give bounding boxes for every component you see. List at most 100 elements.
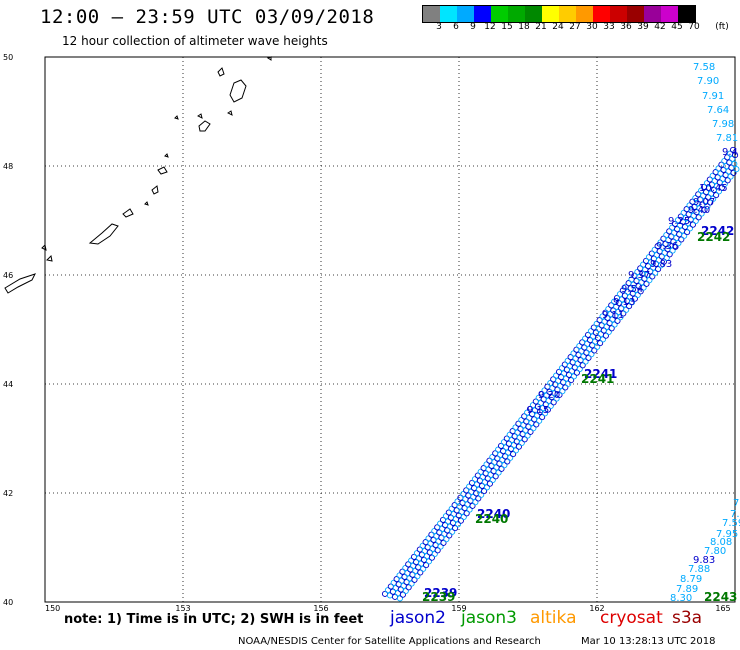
swh-marker — [518, 439, 525, 447]
swh-marker — [568, 377, 575, 384]
legend-label: 21 — [535, 22, 547, 32]
track-number-label: 2239 — [422, 590, 455, 604]
legend-swatch — [610, 6, 627, 22]
legend-swatch — [525, 6, 542, 22]
swh-value-label: 7.81 — [716, 133, 738, 144]
swh-value-label: 9.20 — [538, 390, 560, 401]
swh-marker — [547, 402, 554, 410]
swh-value-label: 7.98 — [712, 119, 734, 130]
legend-label: 33 — [603, 22, 615, 32]
swh-marker — [449, 528, 456, 535]
island-outline — [198, 120, 211, 132]
swh-marker — [478, 491, 485, 498]
swh-marker — [556, 391, 563, 398]
swh-marker — [533, 421, 540, 428]
swh-marker — [730, 169, 737, 176]
swh-value-label: 9.36 — [656, 241, 678, 252]
swh-marker — [454, 521, 462, 528]
swh-marker — [544, 406, 551, 413]
swh-marker — [729, 155, 736, 162]
swh-value-label: 7.91 — [702, 91, 724, 102]
legend-label: 36 — [620, 22, 632, 32]
swh-value-label: 9.40 — [688, 205, 710, 216]
swh-value-label: 9.4 — [722, 147, 738, 158]
swh-marker — [637, 288, 644, 295]
swh-marker — [423, 562, 430, 569]
swh-marker — [579, 362, 586, 369]
legend-label: 18 — [518, 22, 530, 32]
swh-marker — [655, 266, 662, 273]
swh-marker — [515, 443, 522, 450]
swh-marker — [585, 354, 592, 361]
swh-value-label: 7.88 — [688, 564, 710, 575]
swh-marker — [483, 484, 491, 491]
lon-tick-label: 156 — [313, 604, 328, 613]
island-outline — [229, 79, 247, 103]
mission-label-altika: altika — [530, 608, 577, 628]
swh-marker — [460, 513, 467, 521]
swh-marker — [707, 199, 714, 206]
swh-marker — [718, 184, 725, 191]
swh-marker — [715, 188, 723, 195]
swh-value-label: 9.15 — [527, 405, 549, 416]
swh-marker — [570, 373, 578, 380]
footer-credit: NOAA/NESDIS Center for Satellite Applica… — [238, 636, 541, 647]
swh-marker — [649, 273, 656, 280]
swh-marker — [431, 550, 438, 558]
swh-marker — [405, 584, 412, 591]
page-subtitle: 12 hour collection of altimeter wave hei… — [62, 34, 328, 48]
swh-marker — [623, 306, 630, 313]
legend-label: 12 — [484, 22, 496, 32]
swh-marker — [721, 180, 728, 188]
swh-value-label: 7.89 — [676, 584, 698, 595]
swh-marker — [481, 488, 488, 495]
swh-marker — [626, 303, 633, 310]
track-number-label: 2243 — [704, 590, 737, 604]
legend-label: 45 — [671, 22, 683, 32]
swh-marker — [597, 340, 604, 347]
island-outline — [197, 113, 203, 119]
swh-marker — [504, 458, 511, 465]
legend-label: 27 — [569, 22, 581, 32]
swh-marker — [657, 262, 665, 269]
legend-swatch — [542, 6, 559, 22]
swh-value-label: 8.79 — [680, 574, 702, 585]
swh-value-label: 9.11 — [602, 310, 624, 321]
island-outline — [41, 243, 47, 251]
legend-swatch — [559, 6, 576, 22]
swh-marker — [399, 591, 406, 598]
swh-marker — [672, 243, 679, 250]
lat-tick-label: 46 — [3, 271, 13, 280]
swh-marker — [562, 384, 569, 391]
swh-marker — [669, 247, 676, 254]
lon-tick-label: 153 — [175, 604, 190, 613]
legend-label: 3 — [436, 22, 442, 32]
swh-marker — [530, 425, 537, 432]
swh-value-label: 9.37 — [628, 270, 650, 281]
legend-label: 70 — [688, 22, 700, 32]
swh-marker — [582, 358, 589, 365]
swh-value-label: 7. — [730, 509, 740, 520]
island-outline — [227, 110, 233, 116]
map-frame — [44, 56, 736, 603]
swh-marker — [710, 195, 717, 202]
legend-label: 30 — [586, 22, 598, 32]
swh-marker — [411, 576, 418, 583]
swh-marker — [698, 210, 705, 217]
swh-value-label: 9.54 — [621, 284, 643, 295]
swh-marker — [521, 436, 528, 443]
island-outline — [144, 201, 149, 206]
island-outline — [164, 153, 169, 158]
swh-marker — [588, 351, 595, 358]
swh-marker — [620, 310, 627, 317]
lon-tick-label: 150 — [45, 604, 60, 613]
legend-label: 6 — [453, 22, 459, 32]
legend-swatch — [474, 6, 491, 22]
swh-marker — [666, 251, 673, 258]
island-outline — [88, 223, 119, 245]
lat-tick-label: 42 — [3, 489, 13, 498]
swh-value-label: 9.83 — [693, 555, 715, 566]
legend-label: 9 — [470, 22, 476, 32]
swh-marker — [486, 480, 493, 487]
